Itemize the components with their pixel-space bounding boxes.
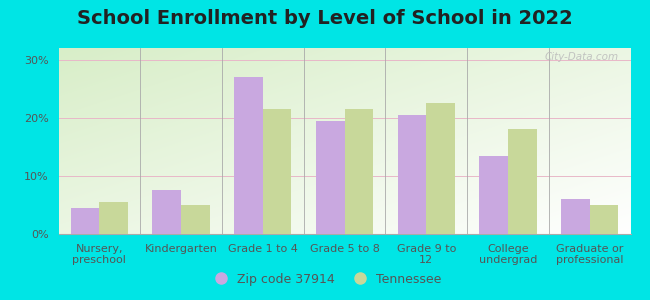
Bar	[344, 109, 373, 234]
Bar	[426, 103, 455, 234]
Bar	[398, 115, 426, 234]
Text: City-Data.com: City-Data.com	[545, 52, 619, 62]
Bar	[479, 155, 508, 234]
Bar	[561, 199, 590, 234]
Bar	[234, 77, 263, 234]
Bar	[181, 205, 210, 234]
Bar	[153, 190, 181, 234]
Bar	[263, 109, 291, 234]
Legend: Zip code 37914, Tennessee: Zip code 37914, Tennessee	[203, 268, 447, 291]
Text: School Enrollment by Level of School in 2022: School Enrollment by Level of School in …	[77, 9, 573, 28]
Bar	[590, 205, 618, 234]
Bar	[316, 121, 344, 234]
Bar	[71, 208, 99, 234]
Bar	[508, 129, 536, 234]
Bar	[99, 202, 128, 234]
